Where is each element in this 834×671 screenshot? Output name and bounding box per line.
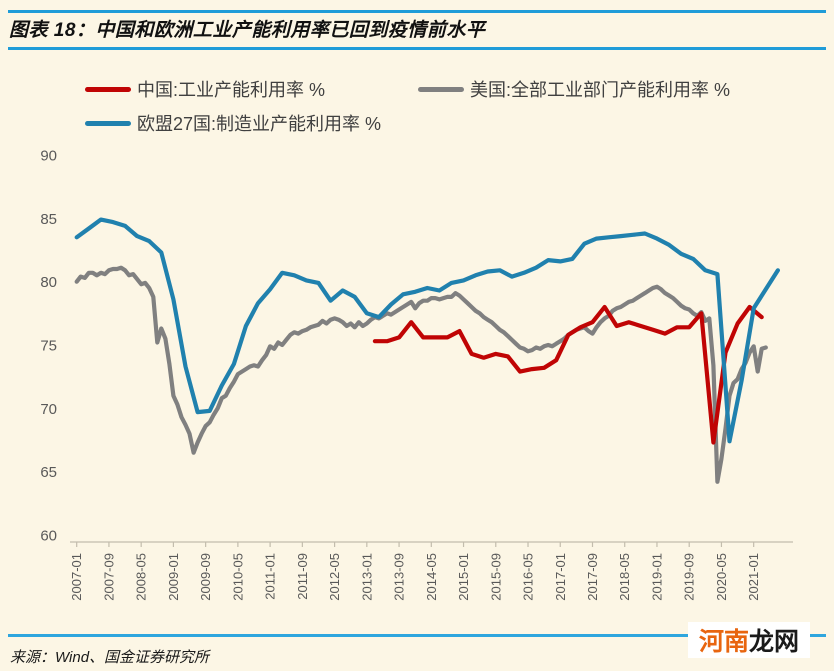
footer-rule — [8, 634, 826, 637]
series-line-eu27 — [74, 217, 781, 444]
watermark-text-orange: 河南 — [698, 628, 749, 656]
y-axis-tick-label: 90 — [40, 147, 57, 164]
x-axis-tick-label: 2009-01 — [166, 553, 181, 601]
x-axis-tick-label: 2021-01 — [746, 553, 761, 601]
series-line-us — [74, 265, 768, 484]
x-axis-tick-label: 2020-05 — [714, 553, 729, 601]
x-axis-tick-label: 2007-09 — [101, 553, 116, 601]
x-axis-tick-label: 2011-01 — [263, 553, 278, 600]
x-axis-tick-label: 2013-09 — [392, 553, 407, 601]
x-axis-tick-label: 2010-05 — [230, 553, 245, 601]
legend-item-us: 美国:全部工业部门产能利用率 % — [418, 76, 730, 102]
legend-label-eu27: 欧盟27国:制造业产能利用率 % — [137, 114, 382, 134]
x-axis-tick-label: 2015-09 — [488, 553, 503, 601]
x-axis-tick-label: 2017-09 — [585, 553, 600, 601]
x-axis-tick-label: 2018-05 — [617, 553, 632, 601]
x-axis-tick-label: 2008-05 — [134, 553, 149, 601]
y-axis-tick-label: 75 — [40, 337, 57, 354]
y-axis-tick-label: 70 — [40, 401, 57, 418]
series-line-china — [372, 304, 764, 445]
watermark: 河南 龙网 — [688, 622, 810, 658]
legend-item-china: 中国:工业产能利用率 % — [85, 76, 325, 102]
x-axis-tick-label: 2007-01 — [69, 553, 84, 601]
x-axis-tick-label: 2014-05 — [424, 553, 439, 601]
x-axis-tick-label: 2016-05 — [521, 553, 536, 601]
x-axis-tick-label: 2011-09 — [295, 553, 310, 600]
y-axis-tick-label: 60 — [40, 528, 57, 545]
title-top-rule — [8, 10, 826, 13]
y-axis-tick-label: 85 — [40, 211, 57, 228]
x-axis-tick-label: 2015-01 — [456, 553, 471, 601]
eu27-line-swatch-icon — [85, 120, 131, 126]
y-axis-tick-label: 65 — [40, 464, 57, 481]
source-note: 来源：Wind、国金证券研究所 — [10, 649, 210, 666]
y-axis-tick-label: 80 — [40, 274, 57, 291]
x-axis-tick-label: 2012-05 — [327, 553, 342, 601]
x-axis-tick-label: 2009-09 — [198, 553, 213, 601]
legend-label-china: 中国:工业产能利用率 % — [137, 80, 326, 100]
legend-item-eu27: 欧盟27国:制造业产能利用率 % — [85, 110, 381, 136]
china-line-swatch-icon — [85, 86, 131, 92]
legend-label-us: 美国:全部工业部门产能利用率 % — [470, 80, 731, 100]
title-bottom-rule — [8, 47, 826, 50]
figure-title: 图表 18：中国和欧洲工业产能利用率已回到疫情前水平 — [9, 20, 486, 41]
us-line-swatch-icon — [418, 86, 464, 92]
x-axis-tick-label: 2019-01 — [649, 553, 664, 601]
watermark-text-dark: 龙网 — [749, 628, 800, 656]
x-axis-tick-label: 2019-09 — [682, 553, 697, 601]
x-axis-tick-label: 2013-01 — [359, 553, 374, 601]
x-axis-tick-label: 2017-01 — [553, 553, 568, 601]
capacity-utilization-line-chart: 60 65 70 75 80 85 90 2007-01 2007-09 2008-05 2009-… — [40, 147, 793, 601]
